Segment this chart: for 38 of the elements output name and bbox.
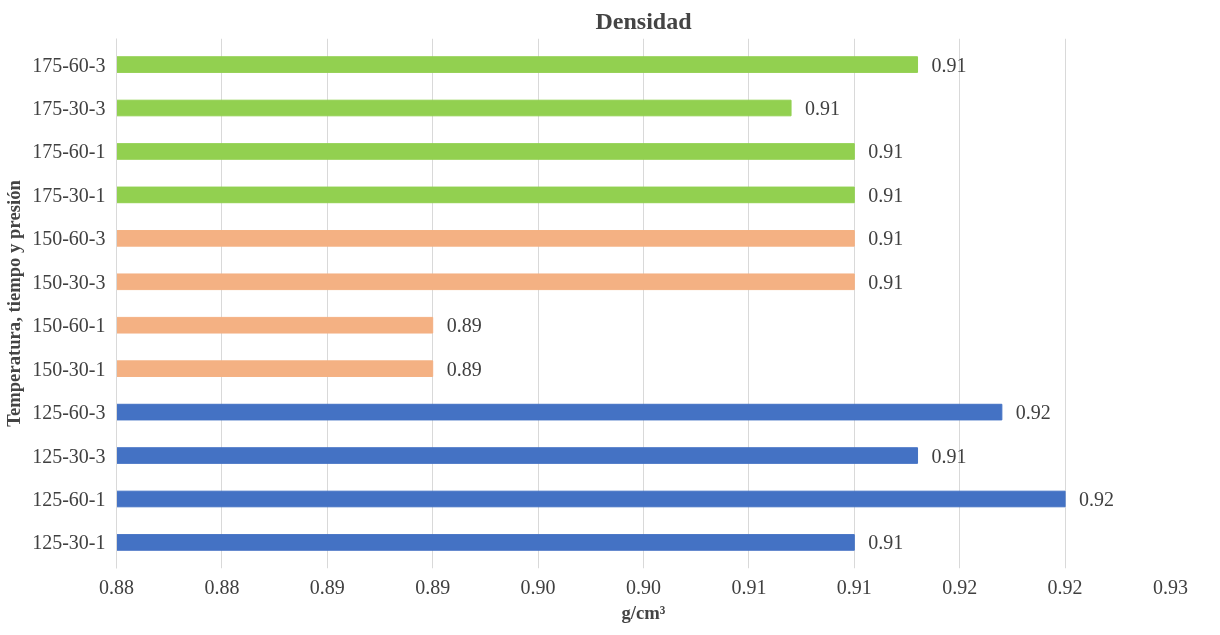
x-tick-label: 0.89 <box>309 575 345 598</box>
y-tick-label: 150-60-1 <box>32 314 106 337</box>
data-label: 0.91 <box>868 270 904 293</box>
x-tick-label: 0.93 <box>1153 575 1188 598</box>
data-label: 0.89 <box>446 314 482 337</box>
x-tick-label: 0.90 <box>626 575 661 598</box>
x-tick-label: 0.89 <box>415 575 451 598</box>
x-axis-title: g/cm³ <box>621 601 666 623</box>
y-tick-label: 175-60-1 <box>32 140 106 163</box>
x-tick-label: 0.92 <box>1047 575 1083 598</box>
data-label: 0.92 <box>1015 401 1051 424</box>
data-label: 0.91 <box>931 444 967 467</box>
x-tick-label: 0.88 <box>204 575 240 598</box>
x-tick-label: 0.92 <box>942 575 978 598</box>
y-tick-label: 125-60-1 <box>32 487 106 510</box>
x-tick-label: 0.91 <box>731 575 767 598</box>
y-tick-label: 125-30-1 <box>32 531 106 554</box>
y-tick-label: 150-30-3 <box>32 270 106 293</box>
y-tick-label: 175-30-3 <box>32 97 106 120</box>
data-label: 0.91 <box>868 227 904 250</box>
y-tick-label: 150-30-1 <box>32 357 106 380</box>
y-tick-label: 125-30-3 <box>32 444 106 467</box>
y-tick-label: 150-60-3 <box>32 227 106 250</box>
x-tick-label: 0.88 <box>99 575 134 598</box>
chart-title: Densidad <box>595 7 693 34</box>
data-label: 0.91 <box>868 183 904 206</box>
y-axis-title: Temperatura, tiempo y presión <box>3 179 25 427</box>
data-label: 0.91 <box>868 140 904 163</box>
y-tick-label: 175-30-1 <box>32 183 106 206</box>
data-label: 0.92 <box>1079 487 1115 510</box>
data-label: 0.91 <box>868 531 904 554</box>
data-label: 0.91 <box>931 53 967 76</box>
x-tick-label: 0.91 <box>836 575 872 598</box>
y-tick-label: 175-60-3 <box>32 53 106 76</box>
data-label: 0.91 <box>805 97 841 120</box>
x-tick-label: 0.90 <box>520 575 556 598</box>
y-tick-label: 125-60-3 <box>32 401 106 424</box>
data-label: 0.89 <box>446 357 482 380</box>
